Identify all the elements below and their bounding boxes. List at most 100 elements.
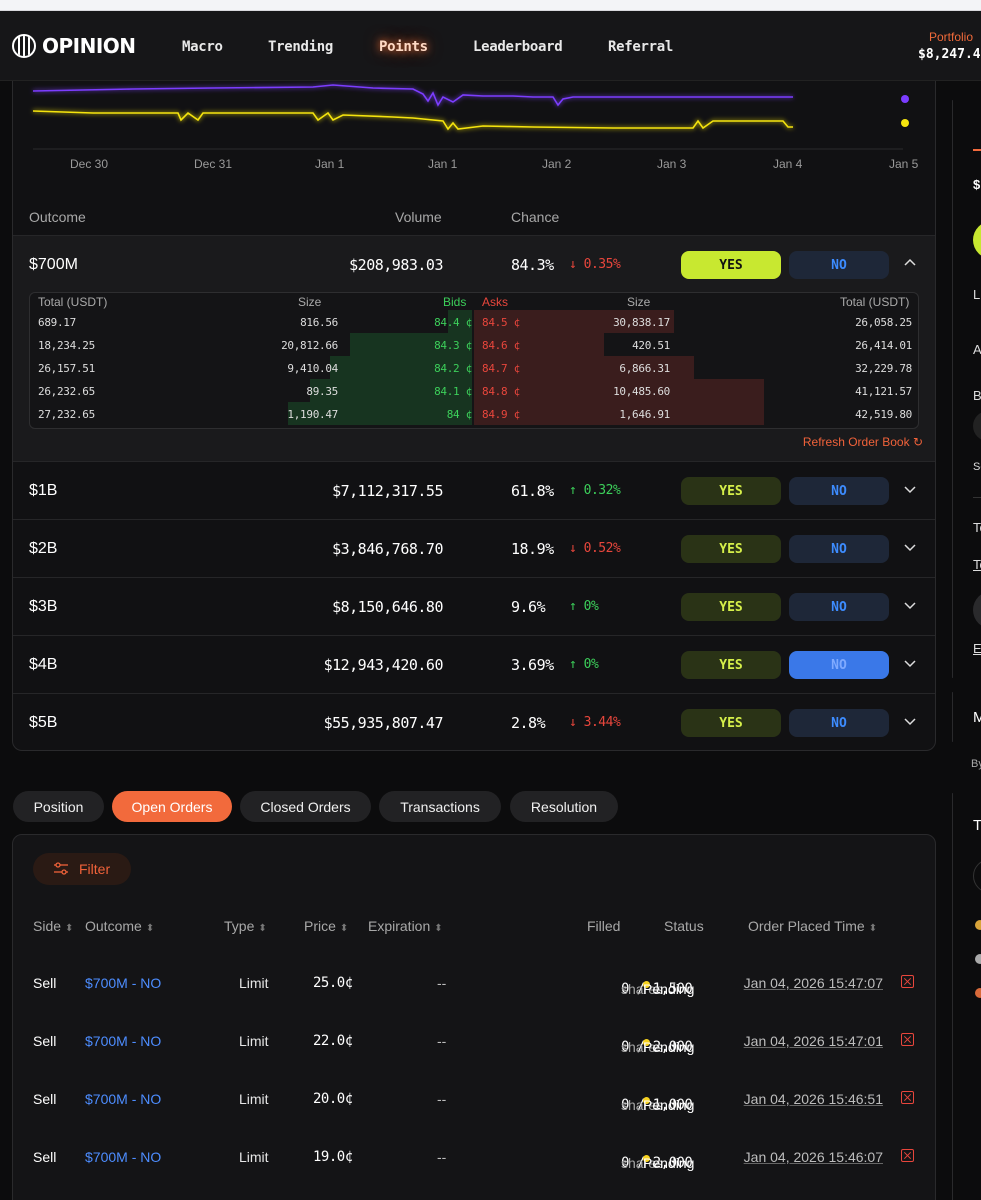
chevron-up-icon[interactable] xyxy=(903,256,917,270)
order-outcome[interactable]: $700M - NO xyxy=(85,1091,162,1107)
order-outcome[interactable]: $700M - NO xyxy=(85,1033,162,1049)
buy-yes-button[interactable]: YES xyxy=(681,477,781,505)
column-header-time[interactable]: Order Placed Time ⬍ xyxy=(748,918,877,934)
bid-size: 20,812.66 xyxy=(281,339,338,352)
amount-input[interactable] xyxy=(973,411,981,441)
order-outcome[interactable]: $700M - NO xyxy=(85,975,162,991)
panel-text: B xyxy=(973,388,981,403)
portfolio-value[interactable]: $8,247.4 xyxy=(918,47,981,62)
column-header-type[interactable]: Type ⬍ xyxy=(224,918,267,934)
cancel-order-icon[interactable] xyxy=(901,1149,914,1162)
price-history-chart[interactable] xyxy=(13,81,936,181)
order-side: Sell xyxy=(33,1091,57,1107)
x-tick: Jan 2 xyxy=(542,157,572,171)
order-row[interactable]: Sell $700M - NO Limit 19.0¢ -- 0 / 2,000… xyxy=(13,1143,937,1173)
sort-icon: ⬍ xyxy=(339,923,349,934)
chevron-down-icon[interactable] xyxy=(903,540,917,554)
buy-yes-button[interactable]: YES xyxy=(681,535,781,563)
tab-indicator xyxy=(973,149,981,151)
filter-button[interactable]: Filter xyxy=(33,853,131,885)
outcome-row-5b[interactable]: $5B $55,935,807.47 2.8% ↓ 3.44% YES NO xyxy=(13,693,935,750)
buy-no-button[interactable]: NO xyxy=(789,651,889,679)
column-header-price[interactable]: Price ⬍ xyxy=(304,918,348,934)
outcome-name: $5B xyxy=(29,714,58,731)
column-header-side[interactable]: Side ⬍ xyxy=(33,918,73,934)
status-label: Pending xyxy=(643,1039,695,1055)
bid-price: 84.2 ¢ xyxy=(434,362,472,375)
bid-price: 84 ¢ xyxy=(446,408,473,421)
order-time[interactable]: Jan 04, 2026 15:47:01 xyxy=(743,1033,883,1049)
tab-transactions[interactable]: Transactions xyxy=(379,791,501,822)
order-outcome[interactable]: $700M - NO xyxy=(85,1149,162,1165)
filled-unit: shares xyxy=(621,1097,664,1113)
buy-no-button[interactable]: NO xyxy=(789,535,889,563)
tab-open-orders[interactable]: Open Orders xyxy=(112,791,232,822)
outcome-chance: 9.6% xyxy=(511,598,546,616)
submit-button[interactable] xyxy=(973,591,981,629)
buy-yes-button[interactable]: YES xyxy=(681,593,781,621)
cancel-order-icon[interactable] xyxy=(901,975,914,988)
column-header-expiration[interactable]: Expiration ⬍ xyxy=(368,918,443,934)
trade-panel: $ Li A B Se To To E xyxy=(952,100,981,678)
cancel-order-icon[interactable] xyxy=(901,1091,914,1104)
change-value: 0.35% xyxy=(583,257,621,272)
order-book-row[interactable]: 27,232.65 1,190.47 84 ¢ 84.9 ¢ 1,646.91 … xyxy=(30,402,918,425)
outcome-row-4b[interactable]: $4B $12,943,420.60 3.69% ↑ 0% YES NO xyxy=(13,635,935,693)
order-book-row[interactable]: 18,234.25 20,812.66 84.3 ¢ 84.6 ¢ 420.51… xyxy=(30,333,918,356)
bid-depth-bar xyxy=(350,333,472,356)
tab-position[interactable]: Position xyxy=(13,791,104,822)
order-price: 22.0¢ xyxy=(313,1033,353,1049)
outcome-row-3b[interactable]: $3B $8,150,646.80 9.6% ↑ 0% YES NO xyxy=(13,577,935,635)
ask-size: 1,646.91 xyxy=(619,408,670,421)
brand-logo[interactable]: OPINION xyxy=(12,34,136,58)
book-header-total: Total (USDT) xyxy=(38,295,108,309)
column-header-chance: Chance xyxy=(511,209,560,225)
buy-no-button[interactable]: NO xyxy=(789,477,889,505)
column-header-filled: Filled xyxy=(587,918,621,934)
status-label: Pending xyxy=(643,1097,695,1113)
refresh-order-book-link[interactable]: Refresh Order Book ↻ xyxy=(803,435,923,449)
order-time[interactable]: Jan 04, 2026 15:47:07 xyxy=(743,975,883,991)
order-time[interactable]: Jan 04, 2026 15:46:51 xyxy=(743,1091,883,1107)
tab-resolution[interactable]: Resolution xyxy=(510,791,618,822)
filled-unit: shares xyxy=(621,1155,664,1171)
order-row[interactable]: Sell $700M - NO Limit 25.0¢ -- 0 / 1,500… xyxy=(13,969,937,999)
order-row[interactable]: Sell $700M - NO Limit 22.0¢ -- 0 / 2,000… xyxy=(13,1027,937,1057)
buy-no-button[interactable]: NO xyxy=(789,709,889,737)
order-type: Limit xyxy=(239,1033,269,1049)
chevron-down-icon[interactable] xyxy=(903,598,917,612)
order-book-row[interactable]: 689.17 816.56 84.4 ¢ 84.5 ¢ 30,838.17 26… xyxy=(30,310,918,333)
buy-no-button[interactable]: NO xyxy=(789,251,889,279)
chevron-down-icon[interactable] xyxy=(903,656,917,670)
tab-closed-orders[interactable]: Closed Orders xyxy=(240,791,371,822)
outcome-change: ↓ 0.35% xyxy=(569,257,621,272)
cancel-order-icon[interactable] xyxy=(901,1033,914,1046)
order-row[interactable]: Sell $700M - NO Limit 20.0¢ -- 0 / 1,000… xyxy=(13,1085,937,1115)
ask-size: 30,838.17 xyxy=(613,316,670,329)
column-header-outcome[interactable]: Outcome ⬍ xyxy=(85,918,154,934)
outcome-row-2b[interactable]: $2B $3,846,768.70 18.9% ↓ 0.52% YES NO xyxy=(13,519,935,577)
buy-yes-button[interactable]: YES xyxy=(681,709,781,737)
nav-item-points[interactable]: Points xyxy=(379,39,428,55)
panel-text: Se xyxy=(973,461,981,473)
nav-item-trending[interactable]: Trending xyxy=(268,39,334,55)
outcome-row-1b[interactable]: $1B $7,112,317.55 61.8% ↑ 0.32% YES NO xyxy=(13,461,935,519)
nav-item-leaderboard[interactable]: Leaderboard xyxy=(473,39,563,55)
arrow-down-icon: ↓ xyxy=(569,541,584,556)
buy-yes-button[interactable]: YES xyxy=(681,651,781,679)
buy-yes-button[interactable]: YES xyxy=(681,251,781,279)
order-book-row[interactable]: 26,157.51 9,410.04 84.2 ¢ 84.7 ¢ 6,866.3… xyxy=(30,356,918,379)
chevron-down-icon[interactable] xyxy=(903,482,917,496)
order-book-row[interactable]: 26,232.65 89.35 84.1 ¢ 84.8 ¢ 10,485.60 … xyxy=(30,379,918,402)
nav-item-macro[interactable]: Macro xyxy=(182,39,223,55)
order-time[interactable]: Jan 04, 2026 15:46:07 xyxy=(743,1149,883,1165)
outcome-name: $2B xyxy=(29,540,58,557)
chevron-down-icon[interactable] xyxy=(903,714,917,728)
buy-no-button[interactable]: NO xyxy=(789,593,889,621)
yes-toggle[interactable] xyxy=(973,221,981,259)
outcome-row-700m[interactable]: $700M $208,983.03 84.3% ↓ 0.35% YES NO T… xyxy=(13,235,935,461)
legend-dot-yellow xyxy=(901,119,909,127)
portfolio-label[interactable]: Portfolio xyxy=(929,30,974,44)
holders-toggle[interactable] xyxy=(973,859,981,893)
nav-item-referral[interactable]: Referral xyxy=(608,39,674,55)
